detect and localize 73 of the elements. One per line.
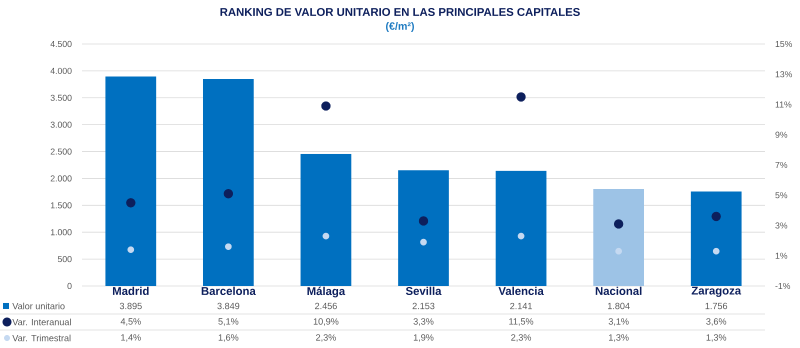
data-label: 2.153	[412, 302, 434, 310]
x-tick-label: Málaga	[307, 286, 346, 298]
data-label: 4,5%	[120, 318, 141, 326]
legend-label: Var. Trimestral	[12, 334, 70, 342]
x-tick-label: Nacional	[596, 286, 642, 296]
data-label: 1,3%	[706, 334, 726, 342]
point	[420, 238, 427, 246]
point	[126, 198, 136, 208]
data-label: 3.849	[217, 302, 240, 310]
bar	[300, 154, 352, 286]
x-tick-label: Sevilla	[406, 286, 442, 296]
data-label: 3,1%	[608, 318, 629, 326]
point	[712, 212, 721, 222]
point	[322, 232, 330, 240]
bar	[398, 170, 449, 286]
data-label: 3,6%	[706, 318, 726, 326]
y-tick-label: 4.000	[50, 68, 72, 74]
y2-tick-label: 1%	[776, 252, 788, 259]
x-tick-label: Zaragoza	[692, 286, 742, 297]
data-label: 3,3%	[414, 318, 434, 326]
y2-tick-label: 3%	[775, 222, 788, 229]
point	[127, 246, 134, 254]
point	[614, 219, 624, 229]
y-tick-label: 1.500	[50, 202, 72, 208]
y-tick-label: 3.000	[50, 122, 72, 128]
data-label: 1,3%	[609, 334, 629, 342]
bar	[496, 170, 546, 286]
y2-tick-label: -1%	[775, 282, 790, 290]
bar	[690, 192, 742, 286]
x-tick-label: Valencia	[498, 286, 544, 296]
y2-tick-label: 7%	[775, 162, 788, 168]
data-label: 5,1%	[218, 318, 238, 326]
data-label: 1,9%	[414, 334, 434, 342]
y-tick-label: 2.500	[50, 148, 72, 155]
y2-tick-label: 9%	[775, 132, 788, 138]
point	[321, 101, 331, 111]
bar	[105, 76, 156, 286]
chart-title: RANKING DE VALOR UNITARIO EN LAS PRINCIPALES CAPITALES	[220, 8, 580, 16]
y2-tick-label: 5%	[775, 192, 788, 198]
data-label: 2.456	[315, 302, 337, 310]
data-label: 1.756	[706, 302, 728, 310]
data-label: 1.804	[608, 302, 630, 310]
data-label: 2,3%	[316, 334, 336, 342]
y2-tick-label: 11%	[776, 101, 792, 108]
y-tick-label: 4.500	[50, 40, 72, 48]
legend-label: Var. Interanual	[12, 318, 71, 326]
bar	[593, 188, 644, 286]
y2-tick-label: 13%	[776, 71, 792, 78]
point	[516, 92, 526, 102]
y-tick-label: 3.500	[50, 94, 72, 101]
y-tick-label: 500	[58, 256, 72, 262]
y-tick-label: 2.000	[50, 175, 72, 182]
x-tick-label: Barcelona	[202, 286, 256, 296]
point	[225, 243, 232, 250]
data-label: 10,9%	[314, 318, 338, 326]
data-label: 3.895	[120, 302, 142, 310]
legend-label: Valor unitario	[12, 302, 65, 310]
y2-tick-label: 15%	[776, 40, 792, 48]
point	[418, 216, 428, 226]
point	[224, 189, 234, 198]
y-tick-label: 0	[67, 282, 72, 290]
point	[615, 248, 622, 255]
data-label: 1,6%	[218, 334, 238, 342]
point	[518, 232, 524, 240]
data-label: 1,4%	[121, 334, 141, 342]
chart-subtitle: (€/m²)	[386, 22, 414, 32]
data-label: 2,3%	[511, 334, 532, 342]
x-tick-label: Madrid	[112, 286, 149, 296]
data-label: 2.141	[510, 302, 532, 310]
point	[712, 248, 720, 255]
data-label: 11,5%	[509, 318, 534, 326]
y-tick-label: 1.000	[50, 229, 72, 236]
bar	[202, 79, 254, 286]
